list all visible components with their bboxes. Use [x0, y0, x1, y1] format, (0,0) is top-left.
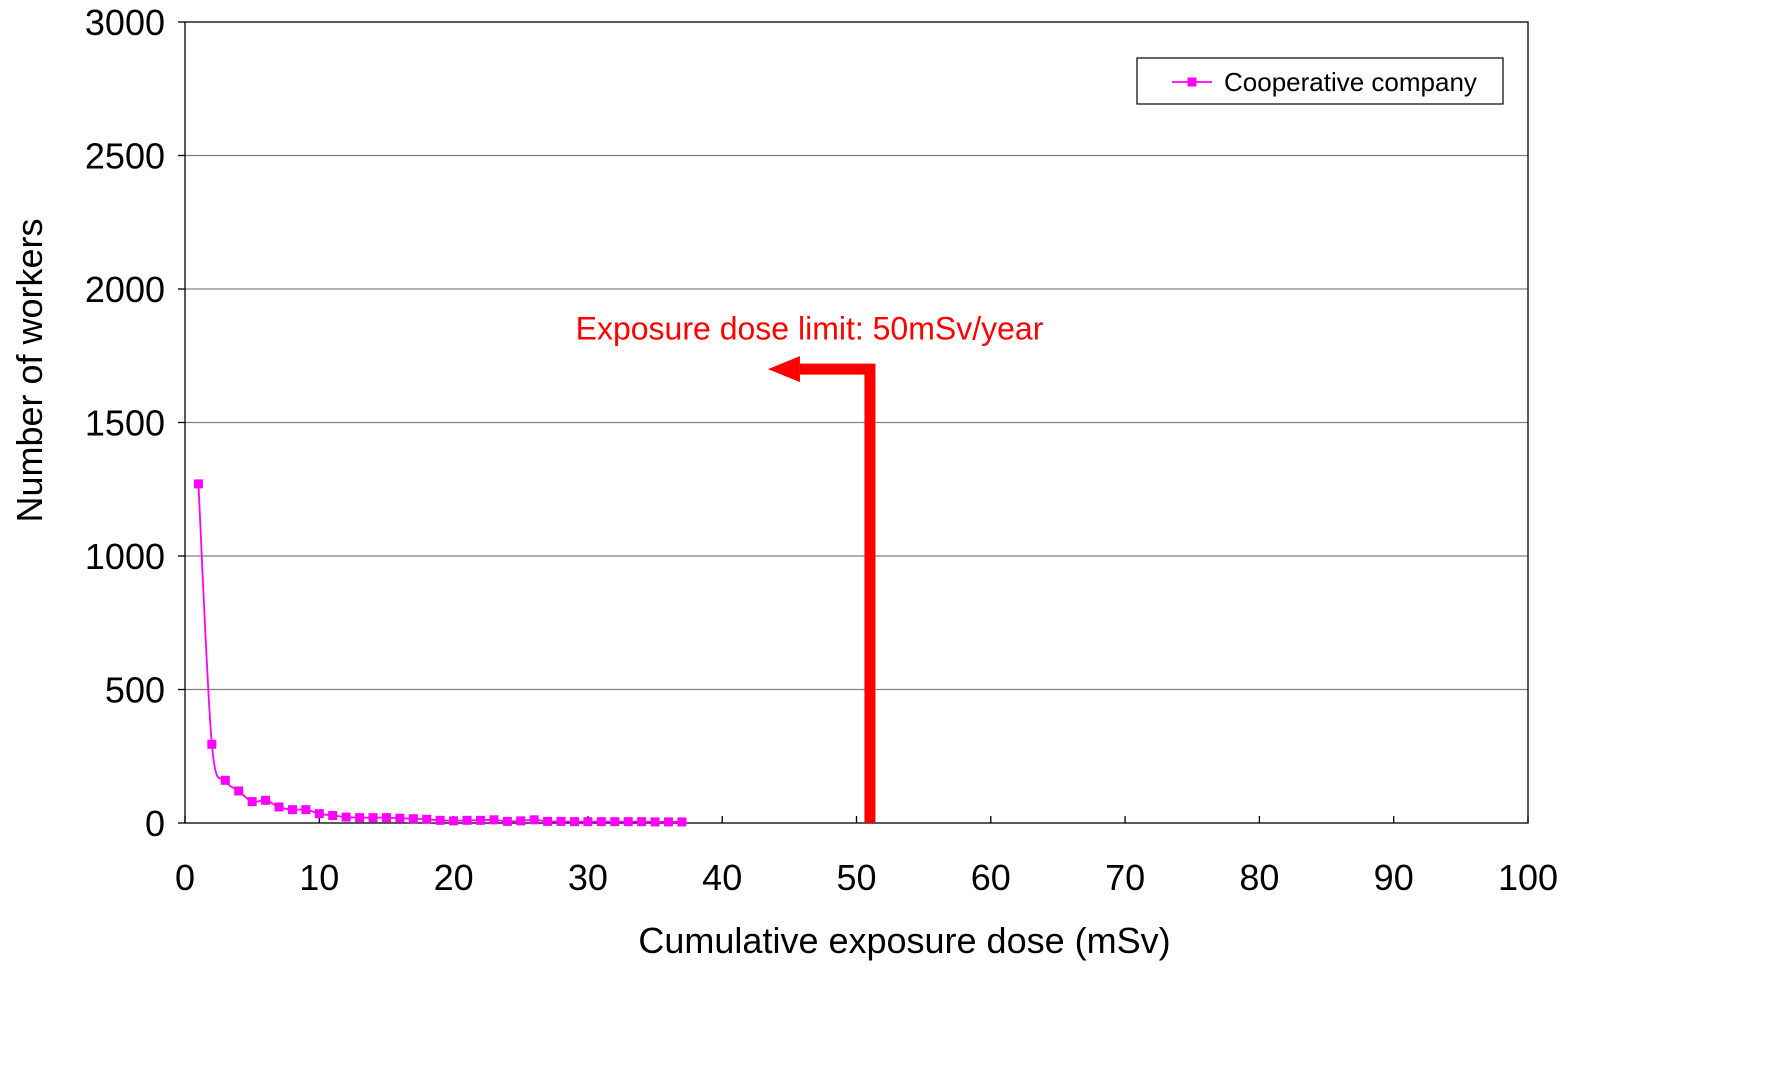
dose-limit-arrow-head — [767, 356, 800, 383]
y-tick-label-2500: 2500 — [85, 136, 165, 177]
data-point-36 — [663, 817, 673, 827]
legend-marker-swatch — [1187, 77, 1197, 87]
x-tick-label-50: 50 — [836, 857, 876, 898]
x-tick-label-30: 30 — [568, 857, 608, 898]
y-tick-label-1500: 1500 — [85, 403, 165, 444]
x-tick-label-10: 10 — [299, 857, 339, 898]
x-tick-label-90: 90 — [1374, 857, 1414, 898]
y-tick-label-500: 500 — [105, 670, 165, 711]
data-point-28 — [556, 816, 566, 826]
dose-limit-arrow-shaft — [799, 363, 876, 823]
data-point-26 — [529, 815, 539, 825]
dose-limit-annotation: Exposure dose limit: 50mSv/year — [576, 311, 1044, 347]
data-point-34 — [637, 817, 647, 827]
data-point-14 — [368, 813, 378, 823]
series-layer — [193, 479, 687, 827]
data-point-19 — [435, 815, 445, 825]
annotation-layer — [767, 356, 876, 823]
data-point-5 — [247, 797, 257, 807]
data-point-6 — [261, 795, 271, 805]
data-point-37 — [677, 817, 687, 827]
data-point-29 — [569, 817, 579, 827]
y-tick-label-0: 0 — [145, 803, 165, 844]
data-point-8 — [287, 805, 297, 815]
grid-lines — [185, 154, 1528, 691]
data-point-20 — [449, 816, 459, 826]
axis-ticks: 0 500 1000 1500 2000 2500 3000 0 10 20 30 40 50 60 70 8… — [85, 2, 1558, 898]
x-tick-label-80: 80 — [1239, 857, 1279, 898]
x-tick-label-0: 0 — [175, 857, 195, 898]
data-point-27 — [543, 816, 553, 826]
data-point-17 — [408, 814, 418, 824]
data-point-9 — [301, 805, 311, 815]
x-tick-label-20: 20 — [434, 857, 474, 898]
y-tick-label-2000: 2000 — [85, 269, 165, 310]
data-point-16 — [395, 813, 405, 823]
data-point-18 — [422, 814, 432, 824]
data-point-32 — [610, 817, 620, 827]
series-line-0 — [197, 483, 682, 823]
x-axis-label: Cumulative exposure dose (mSv) — [638, 920, 1170, 961]
legend-label-cooperative-company: Cooperative company — [1224, 67, 1477, 97]
x-tick-label-100: 100 — [1498, 857, 1558, 898]
data-point-10 — [314, 809, 324, 819]
legend — [1136, 57, 1504, 105]
data-point-7 — [274, 802, 284, 812]
data-point-31 — [596, 817, 606, 827]
data-point-21 — [462, 815, 472, 825]
y-axis-label: Number of workers — [9, 218, 50, 522]
data-point-15 — [381, 813, 391, 823]
data-point-11 — [328, 811, 338, 821]
data-point-13 — [355, 813, 365, 823]
data-point-4 — [234, 786, 244, 796]
data-point-22 — [475, 815, 485, 825]
data-point-24 — [502, 816, 512, 826]
data-point-12 — [341, 812, 351, 822]
data-point-30 — [583, 817, 593, 827]
y-tick-label-1000: 1000 — [85, 536, 165, 577]
data-point-3 — [220, 775, 230, 785]
x-tick-label-40: 40 — [702, 857, 742, 898]
data-point-25 — [516, 816, 526, 826]
data-point-33 — [623, 817, 633, 827]
x-tick-label-70: 70 — [1105, 857, 1145, 898]
x-tick-label-60: 60 — [971, 857, 1011, 898]
data-point-35 — [650, 817, 660, 827]
data-point-23 — [489, 815, 499, 825]
data-point-2 — [207, 739, 217, 749]
legend-box — [1136, 57, 1504, 105]
data-point-1 — [193, 479, 203, 489]
y-tick-label-3000: 3000 — [85, 2, 165, 43]
